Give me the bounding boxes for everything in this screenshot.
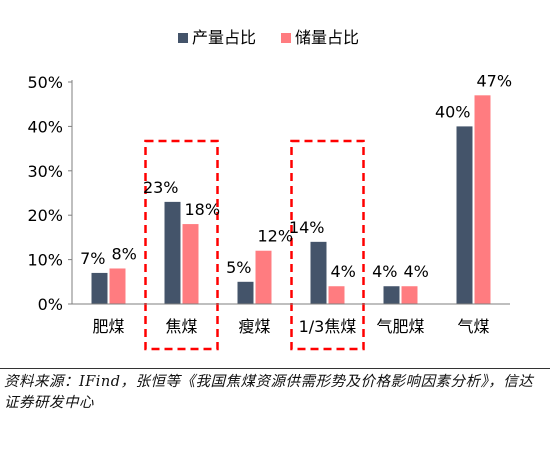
x-tick-label: 焦煤 <box>165 317 197 336</box>
bar-瘦煤-产量占比 <box>237 281 254 304</box>
y-axis: 0% 10% 20% 30% 40% 50% <box>27 73 73 314</box>
bars: 7% 8% 23% 18% 5% 12%14% 4% 4% 4% 40% 47% <box>80 71 513 305</box>
y-tick-label: 20% <box>27 206 63 225</box>
data-label: 8% <box>112 244 137 263</box>
y-tick-label: 30% <box>27 162 63 181</box>
bar-焦煤-产量占比 <box>164 201 181 304</box>
data-label: 4% <box>331 262 356 281</box>
source-divider <box>0 368 550 369</box>
data-label: 5% <box>226 258 251 277</box>
x-tick-label: 瘦煤 <box>238 317 270 336</box>
data-label: 4% <box>404 262 429 281</box>
legend-label-1: 储量占比 <box>295 28 359 47</box>
bar-气肥煤-储量占比 <box>401 286 418 304</box>
highlight-box <box>144 139 219 351</box>
x-tick-label: 肥煤 <box>92 317 124 336</box>
bar-气煤-产量占比 <box>456 126 473 305</box>
bar-瘦煤-储量占比 <box>255 250 272 304</box>
bar-chart: 产量占比 储量占比 0% 10% 20% 30% 40% 50% 7% 8% 23% 18% 5% 1… <box>27 28 513 351</box>
data-label: 40% <box>435 102 471 121</box>
legend-swatch-1 <box>281 33 291 43</box>
y-tick-label: 0% <box>38 295 63 314</box>
legend-label-0: 产量占比 <box>192 28 256 47</box>
data-label: 23% <box>143 178 179 197</box>
y-tick-label: 50% <box>27 73 63 92</box>
x-tick-label: 1/3焦煤 <box>299 317 357 336</box>
x-tick-label: 气肥煤 <box>376 317 424 336</box>
y-tick-label: 40% <box>27 117 63 136</box>
bar-1/3焦煤-储量占比 <box>328 286 345 304</box>
highlight-boxes <box>144 139 365 351</box>
x-axis: 肥煤 焦煤 瘦煤 1/3焦煤 气肥煤 气煤 <box>72 303 510 336</box>
data-label: 4% <box>372 262 397 281</box>
bar-气肥煤-产量占比 <box>383 286 400 304</box>
x-tick-label: 气煤 <box>457 317 489 336</box>
legend: 产量占比 储量占比 <box>178 28 359 47</box>
data-label: 47% <box>477 71 513 90</box>
bar-焦煤-储量占比 <box>182 224 199 304</box>
legend-swatch-0 <box>178 33 188 43</box>
source-note: 资料来源：IFind，张恒等《我国焦煤资源供需形势及价格影响因素分析》，信达证券… <box>4 374 534 411</box>
highlight-box <box>290 139 365 351</box>
bar-1/3焦煤-产量占比 <box>310 241 327 304</box>
bar-气煤-储量占比 <box>474 95 491 304</box>
data-label: 12% <box>258 227 294 246</box>
data-label: 7% <box>80 249 105 268</box>
data-label: 14% <box>289 218 325 237</box>
y-tick-label: 10% <box>27 251 63 270</box>
bar-肥煤-产量占比 <box>91 272 108 304</box>
data-label: 18% <box>185 200 221 219</box>
bar-肥煤-储量占比 <box>109 268 126 304</box>
